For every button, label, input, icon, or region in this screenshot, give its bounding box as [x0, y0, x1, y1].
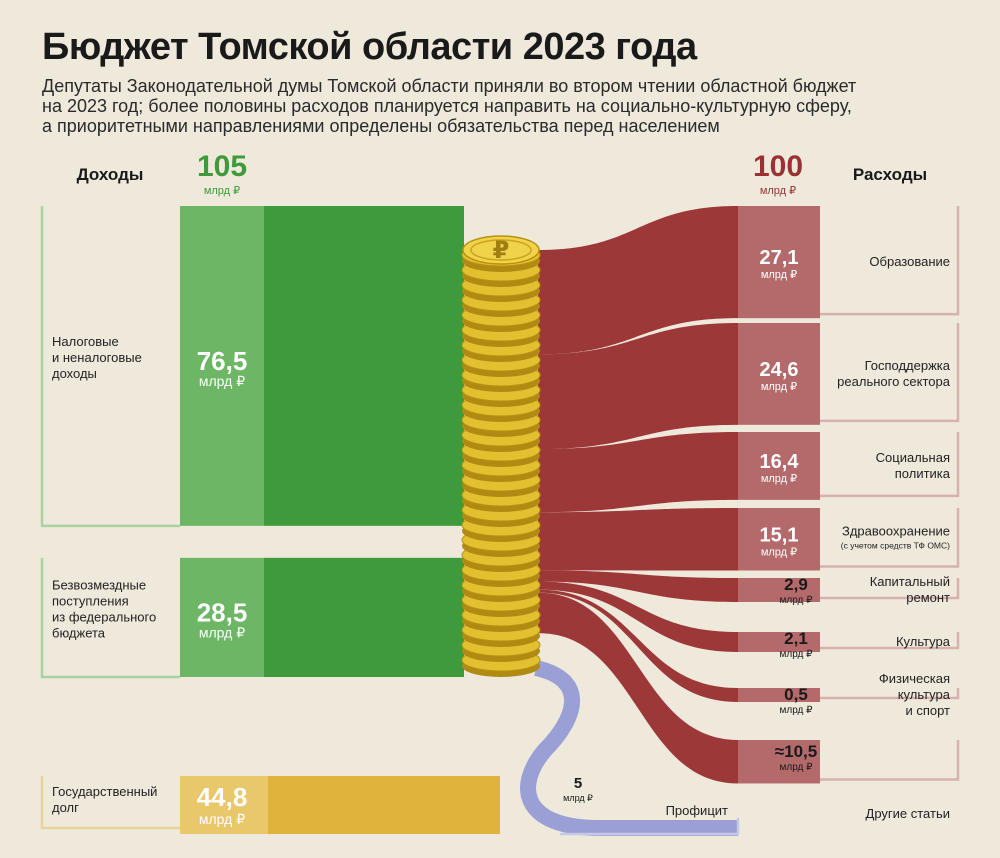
- coin-top-rim: [470, 239, 532, 261]
- expense-bar-light: [738, 632, 820, 652]
- expense-ribbon: [538, 432, 738, 513]
- expense-unit-small: млрд ₽: [779, 762, 813, 773]
- debt-bar-light: [180, 776, 268, 834]
- expense-value-unit: млрд ₽: [761, 546, 797, 558]
- expense-bracket: [820, 688, 960, 700]
- expense-ribbon: [538, 589, 738, 702]
- expense-bar-light: [738, 740, 820, 784]
- expense-label-line: ремонт: [906, 590, 950, 605]
- debt-label-line: Государственный: [52, 784, 157, 799]
- debt-value: 44,8: [197, 782, 248, 812]
- coin-stack: ₽: [461, 235, 541, 677]
- income-bracket: [40, 557, 180, 679]
- expense-value-small: 0,5: [784, 685, 808, 704]
- expense-unit-small: млрд ₽: [779, 595, 813, 606]
- expense-ribbon: [538, 570, 738, 602]
- expense-label-line: Физическая: [879, 671, 950, 686]
- expense-value: 16,4: [760, 451, 800, 473]
- income-bar-light: [180, 557, 264, 677]
- surplus-ribbon: [520, 660, 738, 836]
- expense-value-unit: млрд ₽: [761, 473, 797, 485]
- income-label-line: доходы: [52, 366, 97, 381]
- income-label-line: бюджета: [52, 625, 106, 640]
- expense-label-line: Другие статьи: [866, 806, 950, 821]
- expense-value-small: 2,9: [784, 575, 808, 594]
- income-value: 76,5: [197, 346, 248, 376]
- expense-label-line: и спорт: [905, 703, 950, 718]
- expense-bracket: [820, 578, 960, 600]
- income-value-unit: млрд ₽: [199, 373, 245, 389]
- expense-unit-small: млрд ₽: [779, 705, 813, 716]
- expense-bar-light: [738, 508, 820, 571]
- expense-bar-light: [738, 323, 820, 425]
- debt-bar: [268, 776, 500, 834]
- income-bracket: [40, 206, 180, 528]
- expense-label-line: реального сектора: [837, 374, 951, 389]
- expense-label-line: Культура: [896, 634, 951, 649]
- expense-label-line: Господдержка: [865, 358, 951, 373]
- ruble-icon: ₽: [493, 236, 510, 264]
- subtitle-line-1: Депутаты Законодательной думы Томской об…: [42, 76, 857, 96]
- debt-bracket: [40, 776, 180, 830]
- expense-label-line: Здравоохранение: [842, 523, 950, 538]
- income-total-unit: млрд ₽: [204, 185, 240, 197]
- expense-unit-small: млрд ₽: [779, 649, 813, 660]
- expense-value: 27,1: [760, 247, 799, 269]
- expense-bar-light: [738, 206, 820, 319]
- subtitle-line-2: на 2023 год; более половины расходов пла…: [42, 96, 852, 116]
- expense-ribbon: [538, 323, 738, 450]
- expense-ribbon: [538, 581, 738, 652]
- expense-bracket: [820, 432, 960, 498]
- income-label-line: Безвозмездные: [52, 577, 146, 592]
- expense-label-line: Образование: [869, 254, 950, 269]
- surplus-value: 5: [574, 775, 582, 792]
- expense-value: 24,6: [760, 359, 799, 381]
- income-value: 28,5: [197, 597, 248, 627]
- income-bar: [264, 206, 464, 526]
- expense-bracket: [820, 206, 960, 316]
- expenses-header: Расходы: [853, 165, 927, 184]
- expense-ribbon: [538, 592, 738, 784]
- expense-value-unit: млрд ₽: [761, 269, 797, 281]
- expense-label-line: Капитальный: [870, 574, 950, 589]
- debt-value-unit: млрд ₽: [199, 811, 245, 827]
- surplus-label: Профицит: [666, 803, 728, 818]
- chart-title: Бюджет Томской области 2023 года: [42, 26, 697, 68]
- expense-ribbon: [538, 206, 738, 355]
- expense-label-note: (с учетом средств ТФ ОМС): [841, 540, 950, 550]
- expense-label-line: Социальная: [876, 450, 950, 465]
- income-bar: [264, 557, 464, 677]
- expense-value-small: ≈10,5: [775, 742, 817, 761]
- income-total: 105: [197, 150, 247, 183]
- expense-bracket: [820, 632, 960, 650]
- expense-bar-light: [738, 688, 820, 702]
- income-header: Доходы: [77, 165, 144, 184]
- expense-bar-light: [738, 578, 820, 602]
- expenses-total: 100: [753, 150, 803, 183]
- expense-ribbon: [538, 508, 738, 571]
- income-label-line: из федерального: [52, 609, 156, 624]
- expense-label-line: политика: [895, 466, 951, 481]
- income-value-unit: млрд ₽: [199, 624, 245, 640]
- expenses-total-unit: млрд ₽: [760, 185, 796, 197]
- debt-label-line: долг: [52, 800, 79, 815]
- income-label-line: Налоговые: [52, 334, 119, 349]
- surplus-bracket: [560, 818, 740, 836]
- expense-bracket: [820, 323, 960, 423]
- expense-value-small: 2,1: [784, 629, 808, 648]
- expense-value: 15,1: [760, 524, 799, 546]
- expense-value-unit: млрд ₽: [761, 381, 797, 393]
- income-label-line: поступления: [52, 593, 129, 608]
- expense-label-line: культура: [898, 687, 951, 702]
- subtitle-line-3: а приоритетными направлениями определены…: [42, 116, 720, 136]
- expense-bracket: [820, 740, 960, 781]
- income-bar-light: [180, 206, 264, 526]
- chart-subtitle: Депутаты Законодательной думы Томской об…: [42, 76, 972, 136]
- surplus-value-unit: млрд ₽: [563, 793, 593, 803]
- expense-bracket: [820, 508, 960, 568]
- expense-bar-light: [738, 432, 820, 500]
- income-label-line: и неналоговые: [52, 350, 142, 365]
